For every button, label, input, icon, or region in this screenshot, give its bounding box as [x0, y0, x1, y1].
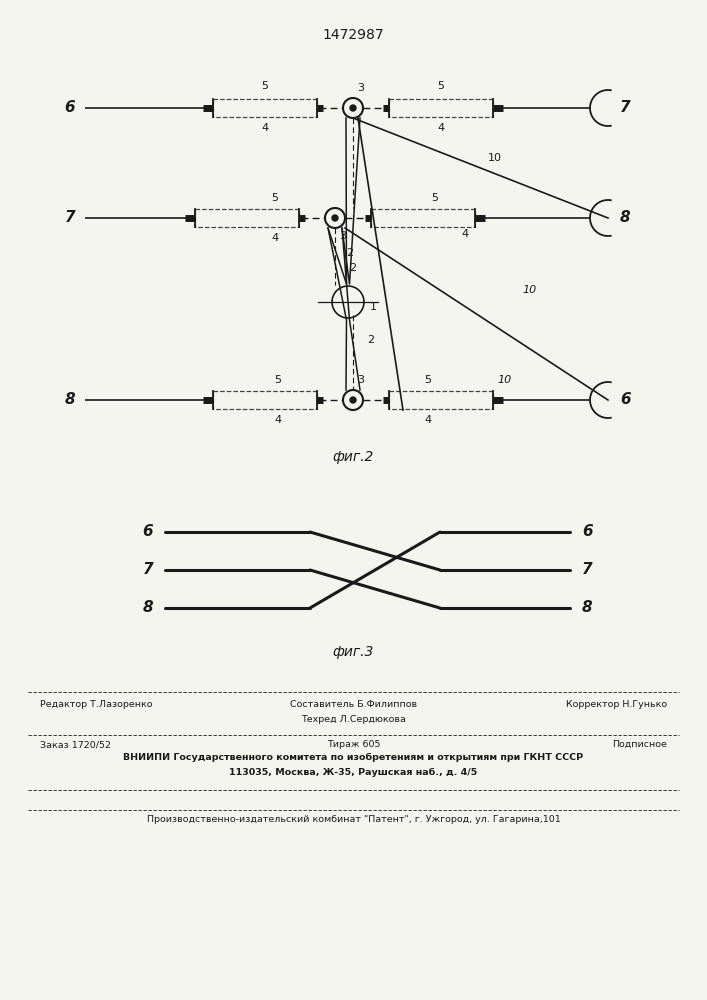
Text: Производственно-издательский комбинат "Патент", г. Ужгород, ул. Гагарина,101: Производственно-издательский комбинат "П… [146, 815, 561, 824]
Text: Редактор Т.Лазоренко: Редактор Т.Лазоренко [40, 700, 153, 709]
Text: 5: 5 [262, 81, 269, 91]
Text: 7: 7 [620, 101, 631, 115]
Text: 4: 4 [424, 415, 431, 425]
Bar [213, 391, 317, 409]
Text: 2: 2 [346, 248, 354, 258]
Bar [389, 391, 493, 409]
Text: 6: 6 [142, 524, 153, 540]
Text: 2: 2 [368, 335, 375, 345]
Text: Тираж 605: Тираж 605 [327, 740, 380, 749]
Text: 10: 10 [498, 375, 512, 385]
Text: Техред Л.Сердюкова: Техред Л.Сердюкова [301, 715, 406, 724]
Text: 8: 8 [582, 600, 592, 615]
Text: фиг.3: фиг.3 [332, 645, 374, 659]
Circle shape [350, 105, 356, 111]
Text: 4: 4 [271, 233, 279, 243]
Text: Корректор Н.Гунько: Корректор Н.Гунько [566, 700, 667, 709]
Text: 5: 5 [271, 193, 279, 203]
Text: фиг.2: фиг.2 [332, 450, 374, 464]
Text: 3: 3 [339, 231, 346, 241]
Text: 113035, Москва, Ж-35, Раушская наб., д. 4/5: 113035, Москва, Ж-35, Раушская наб., д. … [229, 768, 478, 777]
Text: 1472987: 1472987 [322, 28, 384, 42]
Text: 5: 5 [438, 81, 445, 91]
Text: 5: 5 [274, 375, 281, 385]
Text: 1: 1 [370, 302, 377, 312]
Text: 10: 10 [523, 285, 537, 295]
Text: 6: 6 [64, 101, 75, 115]
Text: 7: 7 [582, 562, 592, 578]
Text: 6: 6 [620, 392, 631, 408]
Text: Составитель Б.Филиппов: Составитель Б.Филиппов [290, 700, 417, 709]
Text: Подписное: Подписное [612, 740, 667, 749]
Text: 6: 6 [582, 524, 592, 540]
Bar [371, 209, 475, 227]
Text: 5: 5 [424, 375, 431, 385]
Text: 8: 8 [620, 211, 631, 226]
Text: 2: 2 [349, 263, 356, 273]
Text: 4: 4 [262, 123, 269, 133]
Text: 4: 4 [274, 415, 281, 425]
Text: 8: 8 [64, 392, 75, 408]
Circle shape [332, 215, 338, 221]
Text: 3: 3 [358, 83, 365, 93]
Text: 7: 7 [64, 211, 75, 226]
Text: ВНИИПИ Государственного комитета по изобретениям и открытиям при ГКНТ СССР: ВНИИПИ Государственного комитета по изоб… [124, 753, 583, 762]
Text: 4: 4 [438, 123, 445, 133]
Text: 5: 5 [431, 193, 438, 203]
Bar [213, 99, 317, 117]
Bar [195, 209, 299, 227]
Text: Заказ 1720/52: Заказ 1720/52 [40, 740, 111, 749]
Text: 10: 10 [488, 153, 502, 163]
Text: 4: 4 [462, 229, 469, 239]
Text: 3: 3 [358, 375, 365, 385]
Bar [389, 99, 493, 117]
Text: 7: 7 [142, 562, 153, 578]
Text: 8: 8 [142, 600, 153, 615]
Circle shape [350, 397, 356, 403]
